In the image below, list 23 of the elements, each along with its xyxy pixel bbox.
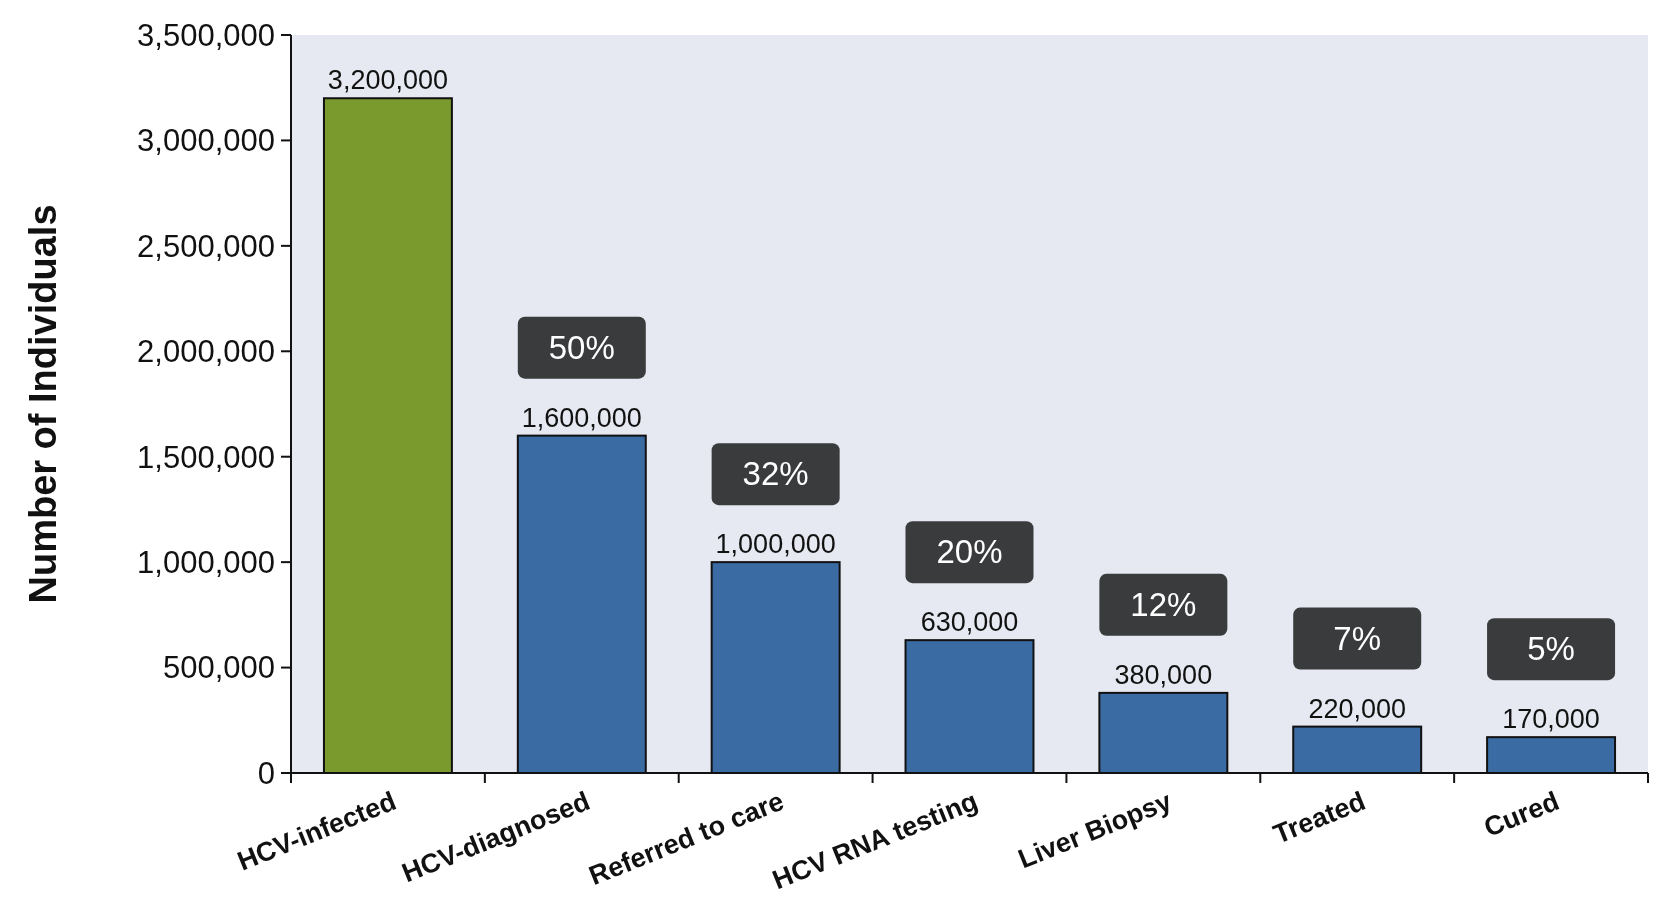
data-label: 220,000	[1308, 693, 1407, 724]
data-label: 380,000	[1114, 659, 1213, 690]
x-tick-label: Cured	[1479, 785, 1564, 843]
y-tick-label: 1,000,000	[137, 544, 275, 580]
data-label: 3,200,000	[327, 65, 448, 96]
y-tick-label: 0	[257, 755, 275, 791]
y-tick-label: 3,500,000	[137, 17, 275, 53]
data-label: 1,000,000	[715, 529, 836, 560]
annotation: 32%	[742, 455, 809, 493]
annotation: 12%	[1130, 585, 1197, 623]
annotation: 7%	[1333, 619, 1382, 657]
y-tick-label: 500,000	[162, 650, 275, 686]
data-label: 170,000	[1502, 704, 1600, 735]
annotation: 5%	[1527, 630, 1575, 668]
y-axis-title: Number of Individuals	[22, 204, 64, 604]
data-label: 1,600,000	[521, 402, 642, 433]
y-tick-label: 3,000,000	[137, 123, 275, 159]
annotation: 20%	[936, 533, 1003, 571]
y-tick-label: 2,500,000	[137, 228, 275, 264]
y-tick-label: 1,500,000	[137, 439, 275, 475]
annotation: 50%	[548, 328, 615, 366]
y-tick-label: 2,000,000	[137, 334, 275, 370]
data-label: 630,000	[920, 607, 1019, 638]
